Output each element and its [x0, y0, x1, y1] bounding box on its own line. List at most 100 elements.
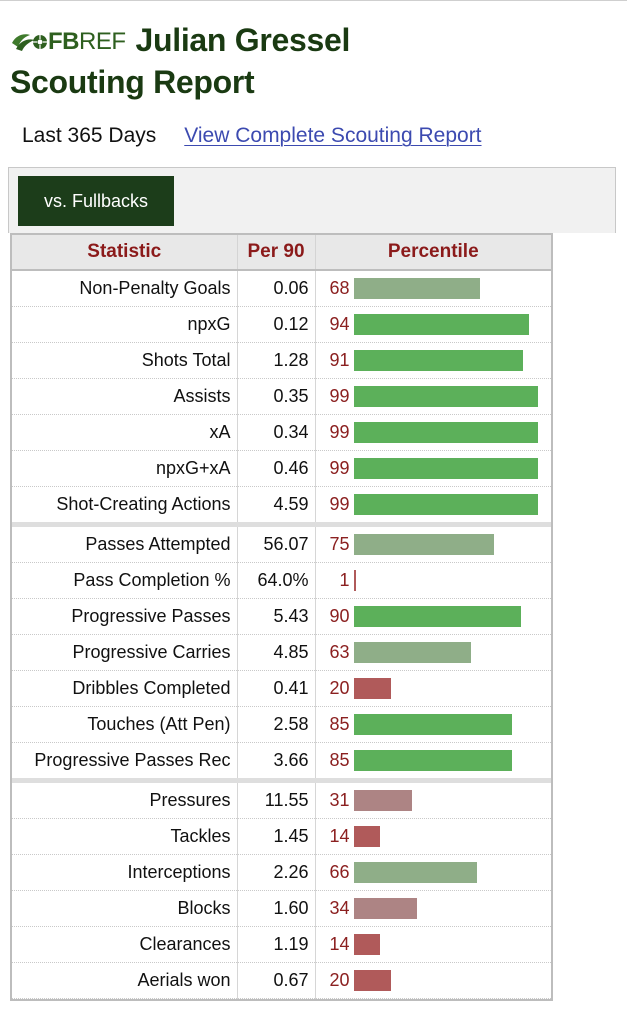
table-row: Shot-Creating Actions 4.59 99 [12, 486, 551, 525]
table-row: Pressures 11.55 31 [12, 778, 551, 819]
stat-per90: 0.06 [237, 270, 316, 307]
stat-percentile: 90 [315, 598, 551, 635]
header-statistic[interactable]: Statistic [12, 235, 238, 271]
percentile-bar [353, 494, 538, 515]
table-row: Clearances 1.19 14 [12, 926, 551, 963]
percentile-value: 14 [329, 934, 350, 954]
percentile-value: 75 [329, 534, 350, 554]
stat-percentile: 85 [315, 742, 551, 781]
period-line: Last 365 Days View Complete Scouting Rep… [22, 124, 482, 148]
table-row: xA 0.34 99 [12, 414, 551, 451]
table-row: Blocks 1.60 34 [12, 890, 551, 927]
table-row: npxG 0.12 94 [12, 306, 551, 343]
stat-name: Assists [12, 378, 238, 415]
stat-per90: 1.28 [237, 342, 316, 379]
stat-name: Pass Completion % [12, 562, 238, 599]
stat-name: Blocks [12, 890, 238, 927]
stat-per90: 1.19 [237, 926, 316, 963]
stat-percentile: 66 [315, 854, 551, 891]
page-header: FBREF Julian Gressel Scouting Report [10, 20, 620, 98]
percentile-value: 85 [329, 750, 350, 770]
stat-per90: 0.46 [237, 450, 316, 487]
stat-per90: 0.35 [237, 378, 316, 415]
percentile-bar [353, 898, 417, 919]
stat-name: Shots Total [12, 342, 238, 379]
stat-per90: 1.45 [237, 818, 316, 855]
percentile-value: 20 [329, 678, 350, 698]
percentile-value: 1 [339, 570, 350, 590]
header-percentile[interactable]: Percentile [315, 235, 551, 271]
fbref-leaf-icon [12, 34, 47, 51]
percentile-value: 20 [329, 970, 350, 990]
stat-percentile: 99 [315, 450, 551, 487]
stat-percentile: 85 [315, 706, 551, 743]
table-header-row: Statistic Per 90 Percentile [12, 235, 551, 271]
percentile-value: 68 [329, 278, 350, 298]
stat-name: Touches (Att Pen) [12, 706, 238, 743]
percentile-value: 63 [329, 642, 350, 662]
percentile-bar [353, 606, 521, 627]
table-body: Non-Penalty Goals 0.06 68 npxG 0.12 94 Shots T… [12, 270, 551, 999]
table-row: Passes Attempted 56.07 75 [12, 522, 551, 563]
period-label: Last 365 Days [22, 124, 157, 147]
percentile-value: 31 [329, 790, 350, 810]
table-row: Interceptions 2.26 66 [12, 854, 551, 891]
stat-name: npxG+xA [12, 450, 238, 487]
complete-report-link[interactable]: View Complete Scouting Report [184, 124, 482, 147]
scouting-table: Statistic Per 90 Percentile Non-Penalty … [12, 235, 551, 999]
comparison-tab-bar: vs. Fullbacks [8, 167, 616, 233]
percentile-value: 90 [329, 606, 350, 626]
stat-name: Shot-Creating Actions [12, 486, 238, 525]
stat-name: npxG [12, 306, 238, 343]
stat-name: Passes Attempted [12, 522, 238, 563]
percentile-value: 94 [329, 314, 350, 334]
top-divider [0, 0, 627, 1]
stat-name: xA [12, 414, 238, 451]
table-row: npxG+xA 0.46 99 [12, 450, 551, 487]
stat-name: Aerials won [12, 962, 238, 999]
table-row: Aerials won 0.67 20 [12, 962, 551, 999]
percentile-bar [353, 678, 391, 699]
title-line: FBREF Julian Gressel [10, 20, 620, 60]
percentile-value: 99 [329, 386, 350, 406]
stat-name: Interceptions [12, 854, 238, 891]
percentile-value: 99 [329, 458, 350, 478]
stat-percentile: 99 [315, 378, 551, 415]
header-per90[interactable]: Per 90 [237, 235, 316, 271]
percentile-bar [353, 422, 538, 443]
stat-per90: 0.41 [237, 670, 316, 707]
table-row: Shots Total 1.28 91 [12, 342, 551, 379]
stat-percentile: 94 [315, 306, 551, 343]
logo-fb: FB [48, 28, 80, 55]
stat-per90: 2.26 [237, 854, 316, 891]
stat-percentile: 20 [315, 962, 551, 999]
report-title: Scouting Report [10, 64, 255, 100]
stat-per90: 0.67 [237, 962, 316, 999]
stat-percentile: 34 [315, 890, 551, 927]
stat-percentile: 68 [315, 270, 551, 307]
percentile-bar [353, 570, 356, 591]
stat-per90: 0.12 [237, 306, 316, 343]
percentile-value: 34 [329, 898, 350, 918]
stat-per90: 5.43 [237, 598, 316, 635]
percentile-bar [353, 350, 523, 371]
logo-ref: REF [79, 28, 126, 55]
percentile-bar [353, 458, 538, 479]
tab-vs-fullbacks[interactable]: vs. Fullbacks [18, 176, 174, 226]
table-row: Touches (Att Pen) 2.58 85 [12, 706, 551, 743]
table-row: Progressive Passes Rec 3.66 85 [12, 742, 551, 781]
player-name: Julian Gressel [135, 22, 351, 58]
percentile-bar [353, 314, 529, 335]
stat-name: Progressive Passes Rec [12, 742, 238, 781]
table-row: Dribbles Completed 0.41 20 [12, 670, 551, 707]
table-row: Progressive Carries 4.85 63 [12, 634, 551, 671]
percentile-bar [353, 278, 480, 299]
percentile-value: 99 [329, 422, 350, 442]
table-row: Assists 0.35 99 [12, 378, 551, 415]
stat-per90: 2.58 [237, 706, 316, 743]
percentile-bar [353, 934, 380, 955]
scouting-table-container: Statistic Per 90 Percentile Non-Penalty … [10, 233, 553, 1001]
stat-per90: 1.60 [237, 890, 316, 927]
fbref-logo[interactable]: FBREF [10, 30, 126, 54]
stat-percentile: 91 [315, 342, 551, 379]
